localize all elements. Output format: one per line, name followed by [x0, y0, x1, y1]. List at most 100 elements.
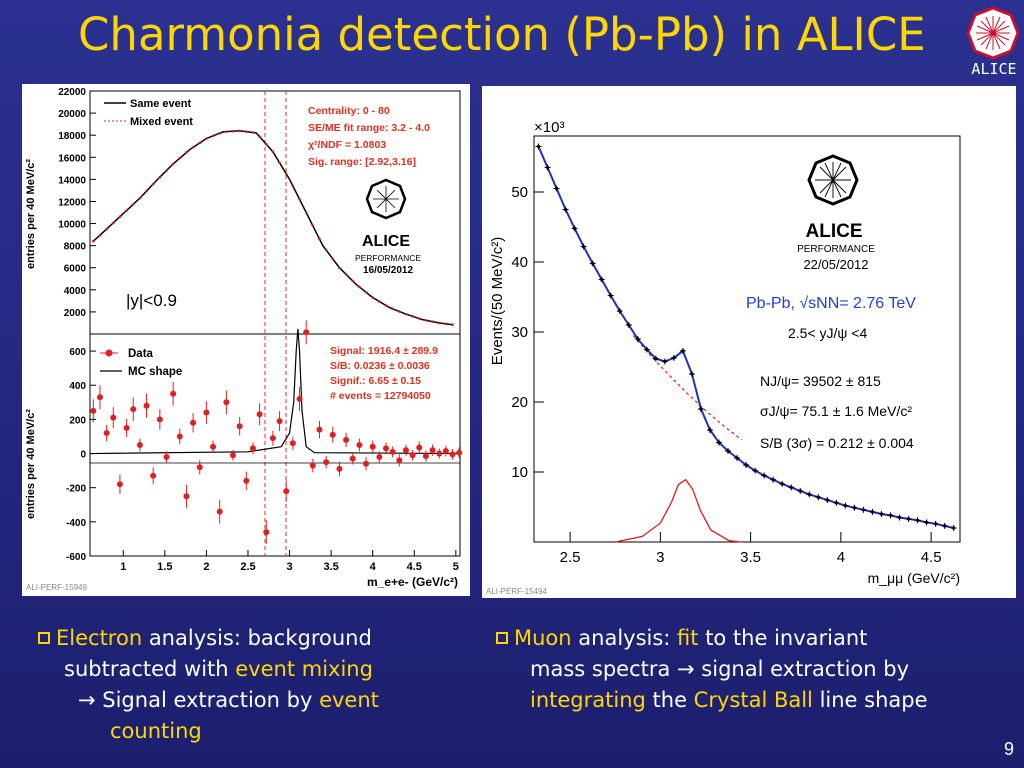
x-tick-label: 2 — [203, 561, 209, 573]
y-tick-label: 22000 — [58, 87, 86, 98]
electron-chart-panel: 22000 20000 18000 16000 14000 12000 10000 8000 6… — [22, 84, 470, 596]
top-ylabel: entries per 40 MeV/c² — [25, 159, 37, 269]
mixed-event-point — [344, 273, 348, 276]
data-point — [798, 489, 802, 493]
mixed-event-point — [444, 322, 448, 326]
data-point — [383, 445, 389, 452]
data-point — [870, 510, 875, 514]
data-point — [925, 520, 929, 524]
data-point — [422, 453, 429, 460]
y-tick-label: 30 — [511, 324, 528, 341]
data-point — [654, 357, 658, 361]
data-point — [735, 456, 739, 460]
y-tick-label: 400 — [69, 381, 86, 392]
mixed-event-point — [245, 130, 248, 133]
bullet-text: line shape — [812, 688, 928, 712]
data-point — [545, 165, 550, 170]
data-point — [256, 411, 263, 418]
data-point — [726, 449, 730, 453]
bullet-text: subtracted with — [64, 657, 236, 681]
data-point — [834, 501, 838, 505]
mixed-event-point — [351, 279, 355, 283]
stat-sb: S/B (3σ) = 0.212 ± 0.004 — [760, 435, 914, 451]
x-tick-label: 2.5 — [560, 549, 581, 566]
data-point — [309, 462, 316, 469]
mixed-event-point — [165, 169, 168, 172]
data-point — [96, 394, 103, 401]
data-point — [780, 482, 784, 486]
mixed-event-point — [417, 317, 421, 320]
mixed-event-point — [198, 141, 202, 145]
data-point — [176, 433, 183, 440]
mixed-event-point — [398, 310, 401, 313]
mixed-event-point — [384, 304, 388, 307]
y-tick-label: 14000 — [58, 175, 86, 186]
bullet-muon-word: Muon — [514, 626, 572, 650]
legend-mixed-event: Mixed event — [130, 116, 193, 128]
data-point — [717, 441, 721, 445]
mixed-event-point — [231, 129, 235, 133]
data-point — [563, 207, 568, 212]
data-point — [389, 448, 396, 455]
mixed-event-point — [404, 312, 408, 316]
data-point — [636, 337, 640, 341]
top-annotation-2: SE/ME fit range: 3.2 - 4.0 — [308, 122, 430, 134]
data-point — [136, 442, 143, 448]
bottom-xlabel: m_e+e- (GeV/c²) — [367, 575, 458, 589]
bullet-electron-word: Electron — [56, 626, 143, 650]
data-point — [203, 409, 210, 416]
mixed-event-point — [298, 197, 301, 201]
mixed-event-point — [324, 248, 328, 252]
data-point — [343, 436, 350, 443]
bullet-checkbox-icon — [496, 632, 508, 644]
data-point — [554, 186, 559, 191]
mixed-event-point — [264, 142, 268, 146]
data-point — [123, 424, 130, 431]
data-point — [618, 309, 622, 313]
data-point — [762, 473, 766, 478]
bullet-text: mass spectra → signal extraction by — [530, 657, 910, 681]
x-tick-label: 5 — [453, 561, 459, 573]
bullet-checkbox-icon — [38, 632, 50, 644]
x-tick-label: 3.5 — [740, 549, 761, 566]
y-tick-label: -600 — [66, 552, 86, 563]
mixed-event-point — [431, 320, 434, 323]
data-point — [861, 508, 866, 512]
data-point — [243, 477, 250, 484]
data-point — [915, 518, 920, 522]
mixed-event-point — [98, 233, 102, 237]
right-performance-date: 22/05/2012 — [803, 257, 868, 272]
data-point — [645, 347, 649, 352]
data-point — [429, 447, 436, 454]
mixed-event-point — [158, 175, 162, 179]
mixed-event-point — [391, 307, 394, 311]
stat-sigma: σJ/ψ= 75.1 ± 1.6 MeV/c² — [760, 403, 912, 419]
data-point — [934, 522, 938, 526]
data-point — [699, 407, 703, 411]
bullet-integrating: integrating — [530, 688, 646, 712]
data-point — [753, 469, 757, 473]
alice-logo-icon — [966, 6, 1020, 60]
y-tick-label: 8000 — [64, 242, 87, 253]
mixed-event-point — [304, 211, 308, 214]
top-annotation-3: χ²/NDF = 1.0803 — [308, 139, 386, 151]
data-point — [627, 323, 631, 327]
bullet-text: the — [645, 688, 694, 712]
data-point — [230, 452, 237, 459]
mixed-event-point — [358, 285, 361, 289]
rapidity-label: |y|<0.9 — [126, 291, 177, 310]
data-point — [952, 526, 956, 530]
data-point — [376, 453, 383, 460]
data-point — [303, 329, 310, 336]
data-point — [336, 465, 343, 472]
bullet-event: event — [319, 688, 379, 712]
y-tick-label: 40 — [511, 254, 528, 271]
bottom-ylabel: entries per 40 MeV/c² — [25, 409, 37, 519]
data-point — [708, 428, 712, 432]
data-point — [156, 416, 163, 423]
data-point — [356, 442, 363, 448]
y-tick-label: 12000 — [58, 197, 86, 208]
data-point — [456, 449, 463, 456]
mixed-event-point — [151, 182, 155, 186]
x-tick-label: 4 — [837, 549, 845, 566]
